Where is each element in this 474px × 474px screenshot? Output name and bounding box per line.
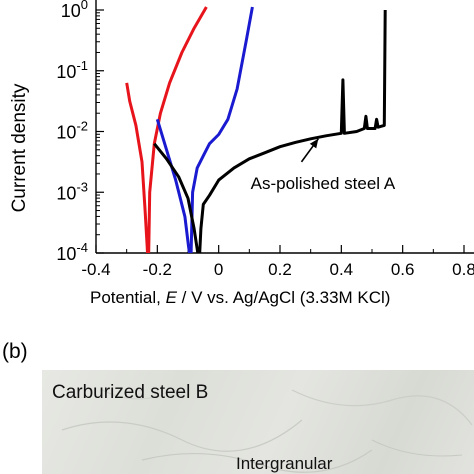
- y-tick-label: 100: [61, 0, 88, 21]
- series-line-3: [153, 9, 387, 253]
- x-tick-label: 0.8: [452, 260, 474, 279]
- plot-area: [95, 0, 474, 254]
- polarization-chart: 100 10-1 10-2 10-3 10-4 -0.4 -0.2 0 0.2 0.4 0.6 0.…: [56, 0, 474, 279]
- micrograph-texture: [61, 389, 473, 473]
- x-axis-label: Potential, E / V vs. Ag/AgCl (3.33M KCl): [90, 288, 391, 307]
- micrograph-photo: Carburized steel B Intergranular: [42, 370, 474, 474]
- y-tick-label: 10-2: [56, 119, 88, 143]
- y-axis: 100 10-1 10-2 10-3 10-4: [56, 0, 104, 264]
- series-line-2: [155, 6, 254, 253]
- annotation-layer: As-polished steel A: [251, 138, 396, 193]
- x-tick-label: 0: [214, 260, 223, 279]
- y-tick-label: 10-3: [56, 179, 88, 203]
- x-tick-label: 0.4: [330, 260, 354, 279]
- y-axis-label: Current density: [9, 83, 30, 213]
- panel-b-label: (b): [2, 340, 28, 363]
- micrograph-annotation: Intergranular: [236, 454, 333, 473]
- x-tick-label: -0.2: [143, 260, 172, 279]
- series-layer: [125, 6, 387, 253]
- series-line-1: [125, 6, 208, 253]
- y-tick-label: 10-1: [56, 58, 88, 82]
- x-tick-label: 0.2: [268, 260, 292, 279]
- x-tick-label: 0.6: [391, 260, 415, 279]
- y-tick-label: 10-4: [56, 240, 88, 264]
- annotation-label: As-polished steel A: [251, 174, 396, 193]
- x-tick-label: -0.4: [81, 260, 110, 279]
- x-axis: -0.4 -0.2 0 0.2 0.4 0.6 0.8: [81, 245, 474, 279]
- annotation-arrowhead: [309, 138, 319, 149]
- micrograph-title: Carburized steel B: [52, 382, 209, 403]
